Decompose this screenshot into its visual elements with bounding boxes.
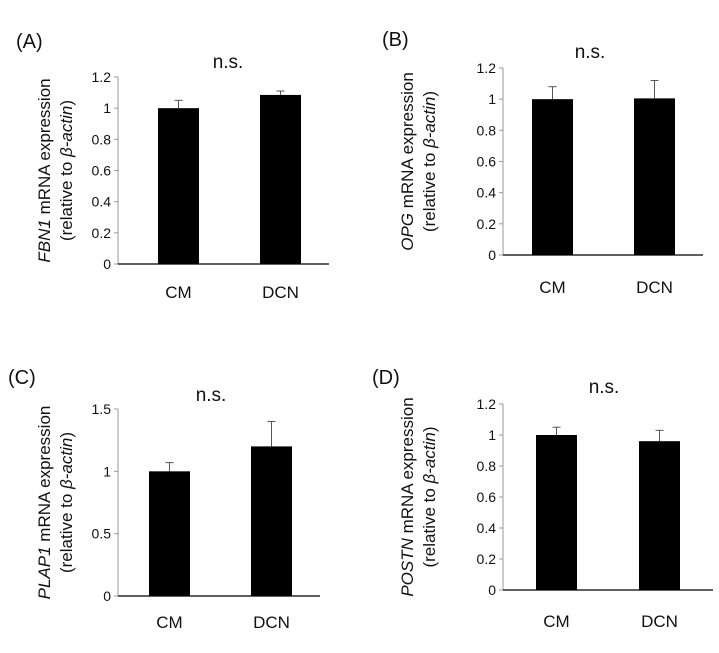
bar-cm [532, 99, 573, 256]
bar-dcn [251, 446, 292, 596]
y-tick-label: 0 [103, 588, 111, 604]
y-axis-label-italic: β-actin [420, 97, 439, 149]
y-axis-label-text: mRNA expression [398, 72, 417, 213]
y-axis-label-italic: β-actin [57, 106, 76, 158]
panel-label: (A) [16, 31, 43, 53]
chart-title: n.s. [213, 52, 244, 73]
y-tick-label: 0.2 [92, 225, 112, 241]
x-tick-label: CM [165, 283, 191, 302]
y-axis-label-gene: PLAP1 [35, 546, 54, 599]
y-tick-label: 0.8 [477, 458, 497, 474]
y-tick-label: 1 [488, 91, 496, 107]
bar-cm [536, 435, 577, 590]
chart-panel-a: (A) n.s. FBN1 mRNA expression (relative to … [16, 31, 329, 302]
y-axis-label-pre: (relative to [57, 489, 76, 573]
y-tick-label: 0.4 [92, 194, 112, 210]
y-tick-label: 1 [103, 100, 111, 116]
chart-panel-b: (B) n.s. OPG mRNA expression (relative to β… [382, 29, 703, 297]
x-tick-label: DCN [641, 612, 678, 631]
bar-dcn [639, 441, 680, 590]
x-tick-label: DCN [253, 613, 290, 632]
chart-panel-c: (C) n.s. PLAP1 mRNA expression (relative to… [8, 367, 320, 632]
y-tick-label: 0.4 [477, 520, 497, 536]
y-axis-label-gene: OPG [398, 213, 417, 251]
y-tick-label: 0.5 [92, 526, 112, 542]
y-axis-label-gene: POSTN [398, 537, 417, 596]
bar-dcn [260, 94, 301, 264]
y-tick-label: 1.2 [92, 69, 112, 85]
bar-cm [158, 108, 199, 265]
y-axis-label-pre: (relative to [420, 483, 439, 567]
y-tick-label: 1.5 [92, 401, 112, 417]
y-axis-label-text: mRNA expression [398, 397, 417, 538]
y-tick-label: 0.8 [477, 122, 497, 138]
panel-label: (D) [372, 367, 400, 389]
y-axis-label: FBN1 mRNA expression [35, 78, 54, 262]
y-axis-label-line2: (relative to β-actin) [420, 426, 439, 567]
y-tick-label: 1 [103, 463, 111, 479]
chart-title: n.s. [589, 377, 620, 398]
y-tick-label: 1.2 [477, 60, 497, 76]
y-tick-label: 1.2 [477, 396, 497, 412]
y-tick-label: 0 [488, 582, 496, 598]
chart-title: n.s. [196, 385, 227, 406]
y-axis-label: OPG mRNA expression [398, 72, 417, 251]
chart-panel-d: (D) n.s. POSTN mRNA expression (relative to… [372, 367, 713, 631]
y-axis-label-post: ) [420, 426, 439, 432]
y-tick-label: 1 [488, 427, 496, 443]
y-axis-label-line2: (relative to β-actin) [420, 91, 439, 232]
y-axis-label-gene: FBN1 [35, 219, 54, 262]
y-axis-label-post: ) [57, 432, 76, 438]
x-tick-label: DCN [636, 278, 673, 297]
y-tick-label: 0 [103, 256, 111, 272]
y-tick-label: 0.2 [477, 551, 497, 567]
y-axis-label-pre: (relative to [420, 148, 439, 232]
panel-label: (C) [8, 367, 36, 389]
y-axis-label-post: ) [420, 91, 439, 97]
y-tick-label: 0 [488, 247, 496, 263]
x-tick-label: CM [156, 613, 182, 632]
y-axis-label-post: ) [57, 100, 76, 106]
y-tick-label: 0.4 [477, 185, 497, 201]
y-axis-label-line2: (relative to β-actin) [57, 432, 76, 573]
x-tick-label: DCN [262, 283, 299, 302]
chart-title: n.s. [575, 42, 606, 63]
y-axis-label-italic: β-actin [420, 432, 439, 484]
x-tick-label: CM [543, 612, 569, 631]
y-tick-label: 0.6 [477, 154, 497, 170]
bar-dcn [634, 98, 675, 255]
y-tick-label: 0.8 [92, 131, 112, 147]
y-axis-label-pre: (relative to [57, 157, 76, 241]
y-tick-label: 0.6 [92, 163, 112, 179]
y-axis-label: PLAP1 mRNA expression [35, 406, 54, 600]
y-tick-label: 0.2 [477, 216, 497, 232]
y-axis-label-line2: (relative to β-actin) [57, 100, 76, 241]
x-tick-label: CM [539, 278, 565, 297]
y-tick-label: 0.6 [477, 489, 497, 505]
bar-cm [149, 471, 190, 596]
y-axis-label-italic: β-actin [57, 438, 76, 490]
panel-label: (B) [382, 29, 409, 51]
y-axis-label-text: mRNA expression [35, 78, 54, 219]
y-axis-label-text: mRNA expression [35, 406, 54, 547]
y-axis-label: POSTN mRNA expression [398, 397, 417, 596]
